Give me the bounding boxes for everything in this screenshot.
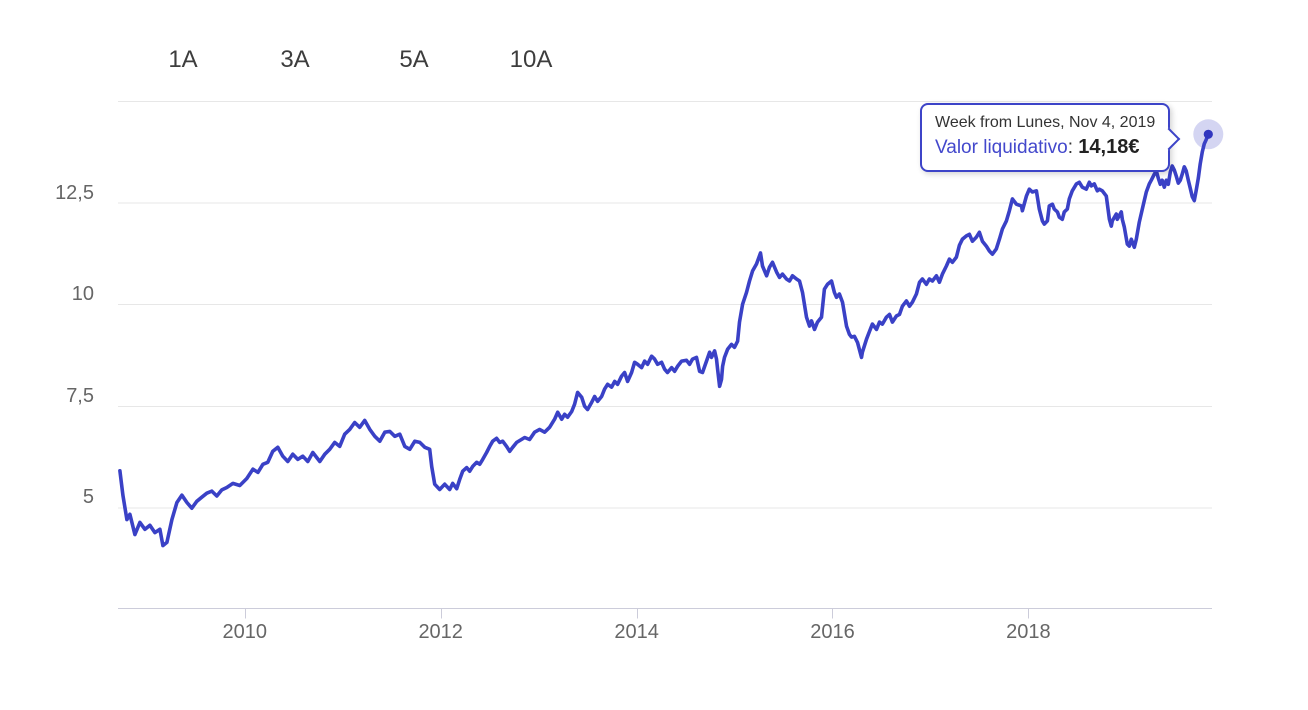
range-button-10a[interactable]: 10A: [509, 46, 553, 73]
nav-series-line[interactable]: [118, 132, 1211, 548]
x-axis-label-2018: 2018: [1006, 621, 1051, 643]
tooltip-series-label: Valor liquidativo: [935, 136, 1068, 158]
x-axis-label-2012: 2012: [418, 621, 463, 643]
y-axis-label-7,5: 7,5: [66, 384, 94, 407]
tooltip-value: 14,18€: [1078, 135, 1140, 158]
range-button-3a[interactable]: 3A: [280, 46, 310, 73]
range-button-5a[interactable]: 5A: [399, 46, 429, 73]
chart-tooltip: Week from Lunes, Nov 4, 2019 Valor liqui…: [920, 103, 1181, 172]
x-axis-label-2016: 2016: [810, 621, 855, 643]
tooltip-value-line: Valor liquidativo: 14,18€: [935, 134, 1155, 161]
tooltip-date: Week from Lunes, Nov 4, 2019: [935, 114, 1156, 131]
tooltip-separator: :: [1067, 136, 1079, 158]
y-axis-label-12,5: 12,5: [55, 181, 94, 204]
y-axis-label-5: 5: [82, 486, 94, 509]
x-axis-label-2014: 2014: [614, 621, 659, 643]
y-axis-label-10: 10: [71, 283, 94, 306]
marker-dot[interactable]: [1203, 129, 1213, 139]
range-button-1a[interactable]: 1A: [168, 46, 198, 73]
x-axis-label-2010: 2010: [222, 621, 268, 643]
